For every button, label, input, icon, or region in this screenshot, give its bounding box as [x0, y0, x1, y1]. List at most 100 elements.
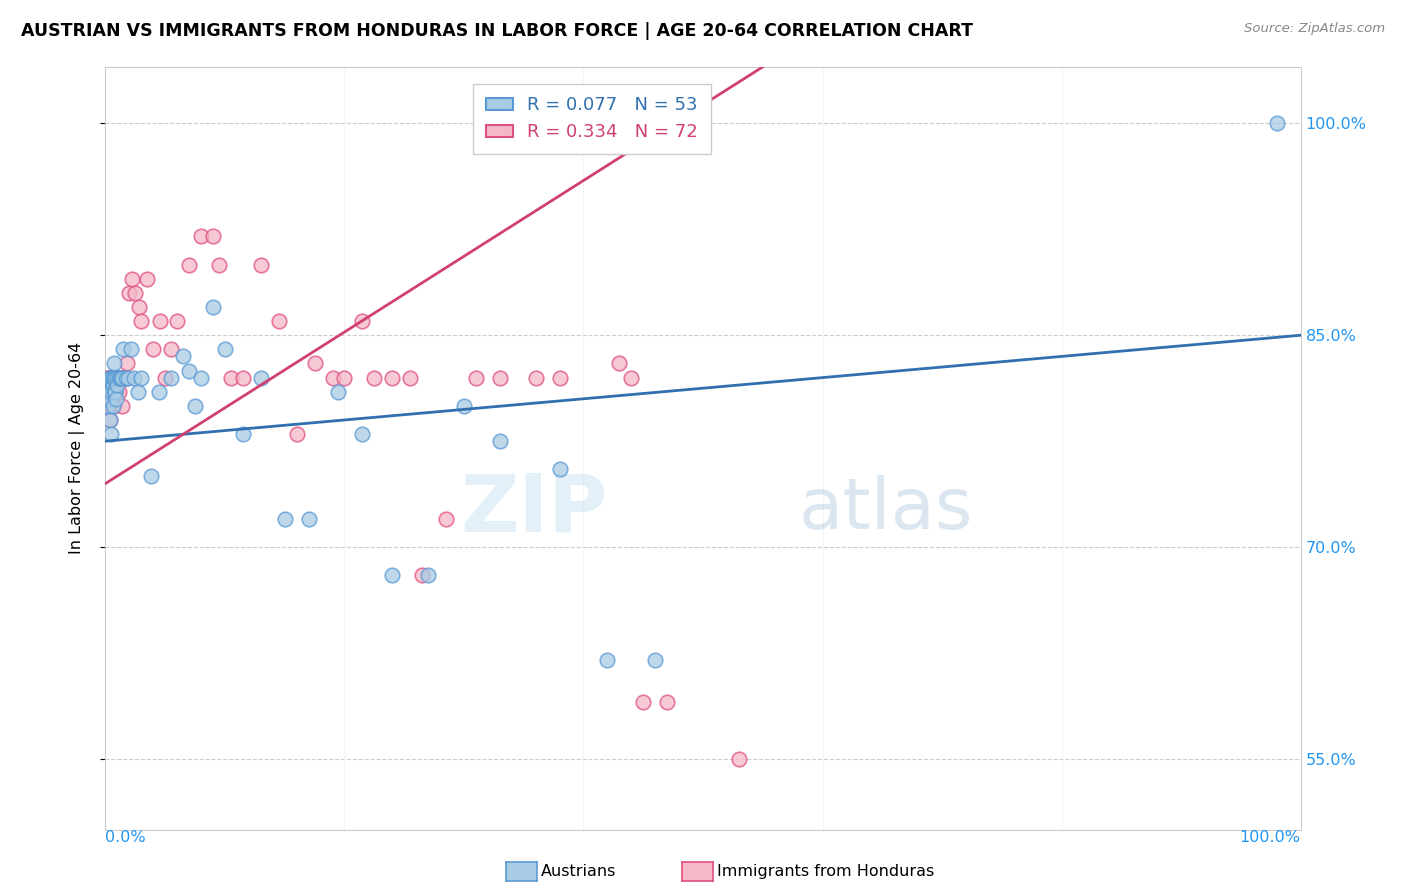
Point [172, 350, 194, 364]
Point [107, 370, 129, 384]
Point [548, 462, 571, 476]
Point [107, 370, 129, 384]
Point [114, 370, 136, 384]
Point [103, 399, 125, 413]
Text: 0.0%: 0.0% [105, 830, 146, 845]
Point [111, 370, 134, 384]
Point [434, 512, 457, 526]
Point [607, 356, 630, 371]
Point [100, 427, 122, 442]
Point [101, 370, 124, 384]
Point [620, 370, 643, 384]
Point [117, 370, 139, 384]
Point [98, 399, 121, 413]
Point [232, 427, 254, 442]
Point [96, 370, 118, 384]
Point [104, 370, 127, 384]
Point [285, 427, 308, 442]
Point [103, 370, 125, 384]
Point [321, 370, 344, 384]
Point [103, 370, 125, 384]
Point [110, 370, 132, 384]
Point [118, 285, 141, 300]
Point [101, 384, 124, 399]
Point [97, 384, 120, 399]
Point [111, 399, 134, 413]
Point [101, 399, 124, 413]
Text: Austrians: Austrians [541, 864, 617, 879]
Point [208, 258, 231, 272]
Point [104, 370, 127, 384]
Point [250, 258, 273, 272]
Point [153, 370, 177, 384]
Point [214, 343, 236, 357]
Point [633, 696, 655, 710]
Point [98, 384, 121, 399]
Point [142, 343, 165, 357]
Point [453, 399, 475, 413]
Point [273, 512, 295, 526]
Point [100, 370, 122, 384]
Text: Source: ZipAtlas.com: Source: ZipAtlas.com [1244, 22, 1385, 36]
Point [267, 314, 290, 328]
Point [411, 568, 433, 582]
Point [177, 363, 201, 377]
Point [122, 370, 145, 384]
Point [219, 370, 242, 384]
Point [548, 370, 571, 384]
Text: atlas: atlas [799, 475, 973, 544]
Point [120, 343, 142, 357]
Point [328, 384, 350, 399]
Point [250, 370, 273, 384]
Point [166, 314, 188, 328]
Point [596, 653, 619, 667]
Point [108, 370, 131, 384]
Point [1265, 116, 1288, 130]
Point [97, 399, 120, 413]
Point [107, 370, 129, 384]
Point [333, 370, 356, 384]
Point [114, 370, 136, 384]
Text: Immigrants from Honduras: Immigrants from Honduras [717, 864, 935, 879]
Point [105, 370, 128, 384]
Text: 100.0%: 100.0% [1240, 830, 1301, 845]
Point [352, 427, 374, 442]
Point [103, 384, 125, 399]
Point [139, 469, 162, 483]
Point [655, 696, 678, 710]
Point [100, 384, 122, 399]
Point [103, 384, 125, 399]
Y-axis label: In Labor Force | Age 20-64: In Labor Force | Age 20-64 [69, 343, 84, 554]
Point [98, 384, 121, 399]
Point [101, 370, 124, 384]
Point [644, 653, 666, 667]
Point [127, 384, 149, 399]
Point [124, 285, 146, 300]
Point [128, 300, 150, 314]
Point [112, 343, 135, 357]
Point [524, 370, 547, 384]
Point [190, 229, 212, 244]
Point [104, 384, 127, 399]
Point [98, 392, 121, 406]
Point [107, 370, 129, 384]
Point [352, 314, 374, 328]
Point [190, 370, 212, 384]
Point [107, 384, 129, 399]
Point [112, 370, 135, 384]
Point [103, 356, 125, 371]
Point [107, 377, 129, 392]
Point [298, 512, 321, 526]
Point [177, 258, 201, 272]
Point [160, 343, 183, 357]
Point [98, 413, 121, 427]
Point [464, 370, 488, 384]
Point [363, 370, 385, 384]
Point [184, 399, 207, 413]
Point [98, 413, 121, 427]
Point [104, 370, 127, 384]
Point [136, 271, 159, 285]
Point [107, 370, 129, 384]
Point [97, 370, 120, 384]
Point [160, 370, 183, 384]
